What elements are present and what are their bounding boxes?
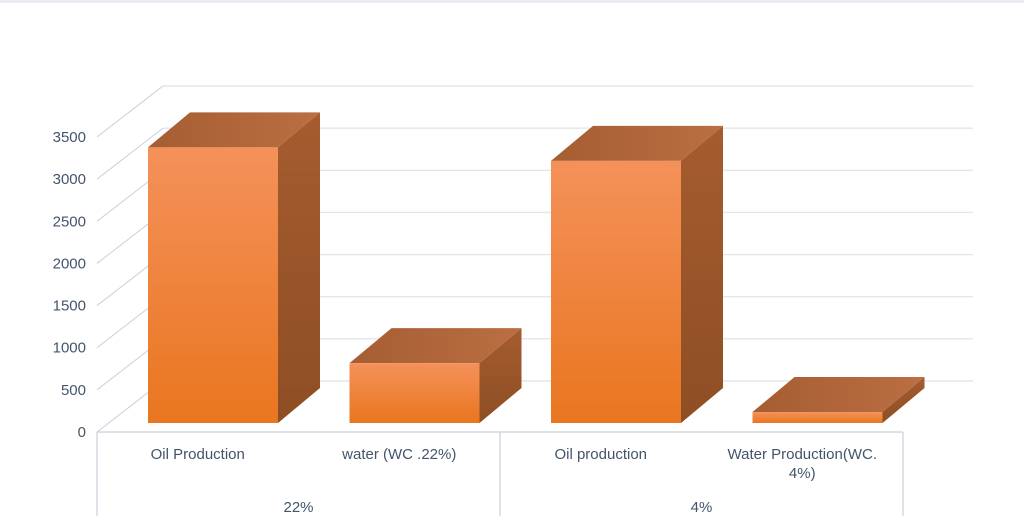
y-tick-label: 1000 <box>53 340 86 357</box>
bar-front-face <box>752 412 883 423</box>
bar-top-face <box>349 328 522 364</box>
y-tick-label: 3000 <box>53 171 86 188</box>
bar-front-face <box>551 160 681 423</box>
y-tick-depth-line-3500 <box>96 85 164 138</box>
bar-side-face <box>479 328 522 423</box>
category-label-oil-production: Oil production <box>554 446 647 463</box>
bar-top-face <box>551 125 723 161</box>
bar-top-face <box>148 112 320 148</box>
bar-side-face <box>278 112 320 423</box>
y-tick-label: 3500 <box>53 129 86 146</box>
y-tick-label: 2500 <box>53 213 86 230</box>
bar-front-face <box>148 147 278 423</box>
bar-water-production-wc-4 <box>752 377 925 423</box>
category-label-water-production-wc-4: Water Production(WC. <box>728 446 877 463</box>
bar-front-face <box>349 363 480 423</box>
bar-water-wc-22 <box>349 328 522 423</box>
y-tick-label: 0 <box>78 424 86 441</box>
bar-side-face <box>882 377 925 423</box>
bar-oil-production <box>551 125 723 423</box>
category-label-water-production-wc-4: 4%) <box>789 465 816 482</box>
bar-side-face <box>681 125 723 423</box>
y-tick-depth-line-3000 <box>96 127 164 180</box>
group-label-22: 22% <box>283 499 313 516</box>
y-tick-label: 1500 <box>53 298 86 315</box>
bar-top-face <box>752 377 925 413</box>
bar-oil-production <box>148 112 320 423</box>
category-label-water-wc-22: water (WC .22%) <box>341 446 456 463</box>
y-tick-label: 2000 <box>53 255 86 272</box>
category-label-oil-production: Oil Production <box>151 446 245 463</box>
y-tick-label: 500 <box>61 382 86 399</box>
group-label-4: 4% <box>691 499 713 516</box>
